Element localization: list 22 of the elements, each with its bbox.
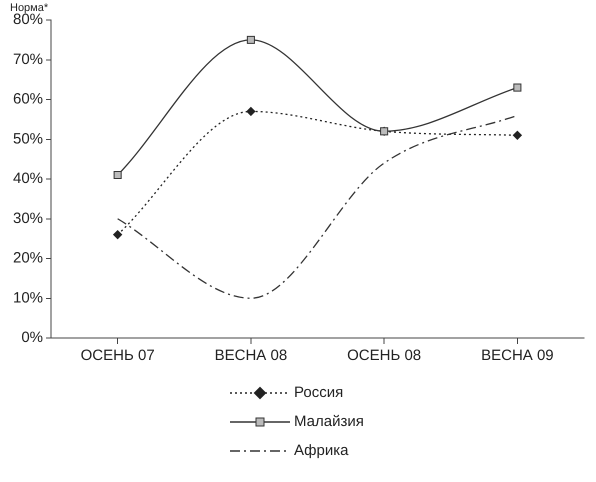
legend-label: Россия (294, 384, 344, 401)
x-tick-label: ОСЕНЬ 08 (347, 347, 422, 364)
point (246, 36, 255, 44)
y-tick-label: 30% (12, 210, 44, 227)
y-tick-label: 50% (12, 130, 44, 148)
y-tick-label: 70% (12, 50, 44, 68)
point (113, 230, 122, 240)
point (246, 106, 256, 116)
x-tick-label: ВЕСНА 08 (214, 347, 288, 364)
legend-label: Малайзия (294, 413, 364, 430)
y-tick-label: 60% (12, 90, 44, 108)
legend-label: Африка (294, 442, 348, 459)
y-tick-label: 10% (12, 289, 44, 306)
x-tick-label: ОСЕНЬ 07 (80, 347, 155, 364)
y-tick-label: 20% (12, 250, 44, 267)
x-tick-label: ВЕСНА 09 (481, 347, 554, 364)
y-tick-label: 40% (12, 170, 44, 188)
point (513, 84, 522, 92)
point (114, 170, 122, 180)
y-axis-title: Норма* (10, 2, 48, 14)
y-tick-label: 0% (21, 329, 44, 346)
point (512, 130, 522, 140)
